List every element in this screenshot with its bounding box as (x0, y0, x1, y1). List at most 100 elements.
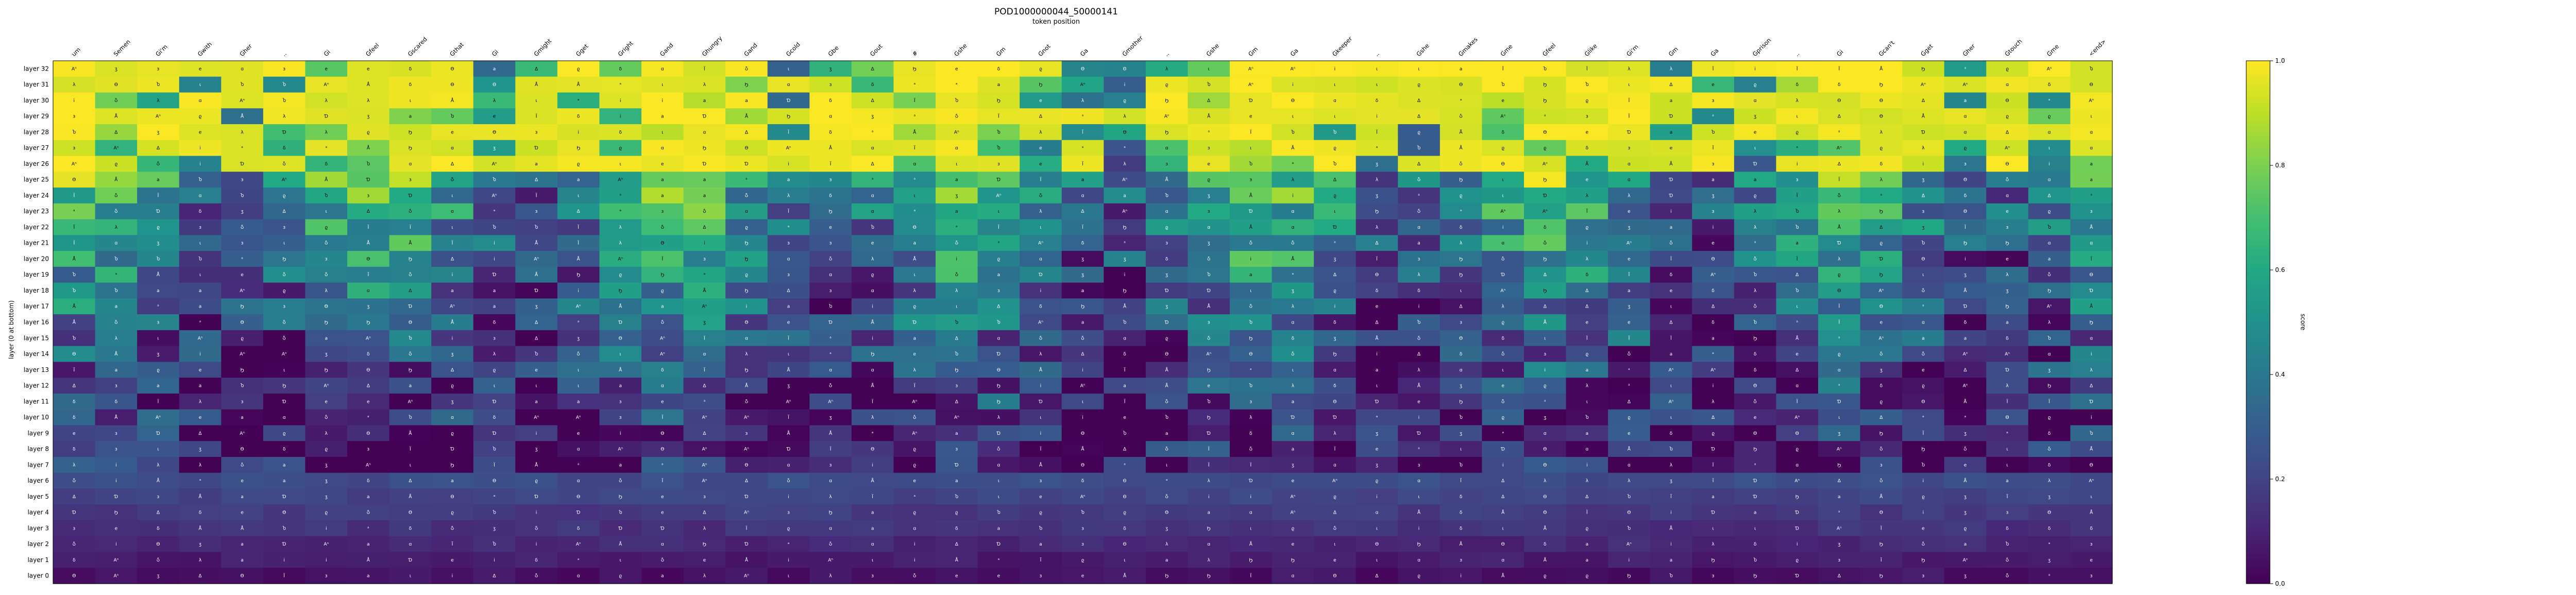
cell-token-label: a (1165, 431, 1168, 436)
heatmap-cell (1272, 219, 1314, 235)
heatmap-cell (221, 108, 264, 125)
cell-token-label: e (955, 574, 958, 579)
heatmap-cell (1650, 188, 1692, 204)
cell-token-label: Aⁿ (912, 431, 917, 436)
cell-token-label: Δ (745, 130, 749, 135)
heatmap-cell (1061, 282, 1104, 299)
heatmap-cell (1734, 140, 1777, 157)
cell-token-label: Ϧ (1375, 209, 1379, 214)
cell-token-label: Ѳ (72, 178, 76, 183)
heatmap-cell (1439, 203, 1483, 220)
cell-token-label: a (1754, 511, 1757, 516)
heatmap-cell (1902, 203, 1945, 220)
heatmap-cell (1944, 76, 1987, 93)
cell-token-label: Ⴆ (493, 225, 496, 230)
cell-token-label: a (1964, 98, 1967, 104)
cell-token-label: i (1250, 495, 1252, 500)
cell-token-label: ι (451, 225, 453, 230)
heatmap-cell (1860, 156, 1903, 172)
cell-token-label: i (2048, 162, 2050, 167)
heatmap-cell (1608, 124, 1651, 141)
cell-token-label: Ⴢ (325, 241, 328, 246)
heatmap-cell (936, 156, 978, 172)
cell-token-label: ϱ (1544, 384, 1547, 389)
cell-token-label: i (578, 288, 579, 294)
heatmap-cell (53, 140, 96, 157)
heatmap-cell (1944, 266, 1987, 283)
cell-token-label: a (577, 399, 580, 404)
heatmap-cell (1566, 108, 1608, 125)
heatmap-cell (53, 108, 96, 125)
cell-token-label: ϱ (1165, 225, 1168, 230)
cell-token-label: ι (1334, 114, 1335, 120)
cell-token-label: ϱ (1880, 241, 1883, 246)
heatmap-cell (1776, 156, 1819, 172)
cell-token-label: Aⁿ (1794, 415, 1800, 420)
cell-token-label: e (661, 162, 664, 167)
cell-token-label: ᵃ (1838, 130, 1840, 135)
heatmap-cell (2028, 266, 2071, 283)
heatmap-cell (473, 188, 516, 204)
heatmap-cell (1818, 235, 1861, 251)
cell-token-label: Ѳ (1123, 66, 1127, 72)
heatmap-cell (725, 188, 768, 204)
cell-token-label: ϱ (1333, 193, 1336, 198)
cell-token-label: λ (1670, 463, 1673, 468)
cell-token-label: Aⁿ (113, 146, 118, 151)
cell-token-label: Ѳ (2006, 162, 2009, 167)
cell-token-label: a (1670, 352, 1673, 357)
heatmap-cell (936, 219, 978, 235)
cell-token-label: ι (1670, 304, 1672, 310)
cell-token-label: ᵃ (662, 463, 664, 468)
heatmap-cell (431, 219, 474, 235)
cell-token-label: a (661, 574, 664, 579)
cell-token-label: a (367, 495, 370, 500)
cell-token-label: λ (829, 495, 832, 500)
cell-token-label: Ⴢ (1544, 241, 1547, 246)
cell-token-label: δ (2048, 82, 2051, 88)
cell-token-label: ᵃ (367, 415, 369, 420)
cell-token-label: ʒ (1165, 273, 1168, 278)
heatmap-cell (431, 156, 474, 172)
heatmap-cell (221, 140, 264, 157)
heatmap-cell (179, 203, 222, 220)
cell-token-label: Aⁿ (492, 193, 497, 198)
cell-token-label: Ϊ (410, 225, 411, 230)
heatmap-cell (95, 282, 138, 299)
cell-token-label: Ϊ (73, 225, 75, 230)
cell-token-label: Ϧ (1207, 415, 1211, 420)
heatmap-cell (1650, 266, 1692, 283)
column-label: Gkeeper (1331, 35, 1353, 58)
cell-token-label: ι (998, 479, 999, 484)
heatmap-cell (137, 92, 180, 109)
heatmap-cell (263, 172, 306, 188)
cell-token-label: ɑ (1628, 178, 1631, 183)
cell-token-label: i (1040, 431, 1042, 436)
heatmap-cell (347, 219, 390, 235)
cell-token-label: Ⴢ (1501, 256, 1504, 262)
row-label: layer 24 (24, 192, 49, 199)
cell-token-label: Aⁿ (744, 415, 749, 420)
cell-token-label: Ϊ (998, 225, 999, 230)
heatmap-cell (2070, 76, 2113, 93)
cell-token-label: a (1081, 320, 1084, 326)
cell-token-label: Δ (283, 209, 286, 214)
colorbar-label: score (2299, 314, 2307, 330)
cell-token-label: ᵃ (157, 304, 159, 310)
cell-token-label: Aⁿ (282, 178, 287, 183)
cell-token-label: δ (1249, 431, 1252, 436)
heatmap-cell (221, 203, 264, 220)
heatmap-cell (137, 298, 180, 315)
heatmap-cell (1188, 235, 1230, 251)
cell-token-label: a (157, 384, 160, 389)
cell-token-label: ᵃ (619, 82, 621, 88)
heatmap-cell (1482, 266, 1524, 283)
heatmap-cell (515, 203, 558, 220)
heatmap-cell (515, 188, 558, 204)
cell-token-label: Å (409, 240, 412, 246)
cell-token-label: e (1628, 320, 1631, 326)
cell-token-label: Aⁿ (282, 352, 287, 357)
heatmap-cell (809, 108, 852, 125)
cell-token-label: Ϧ (409, 257, 412, 262)
heatmap-cell (1986, 266, 2029, 283)
